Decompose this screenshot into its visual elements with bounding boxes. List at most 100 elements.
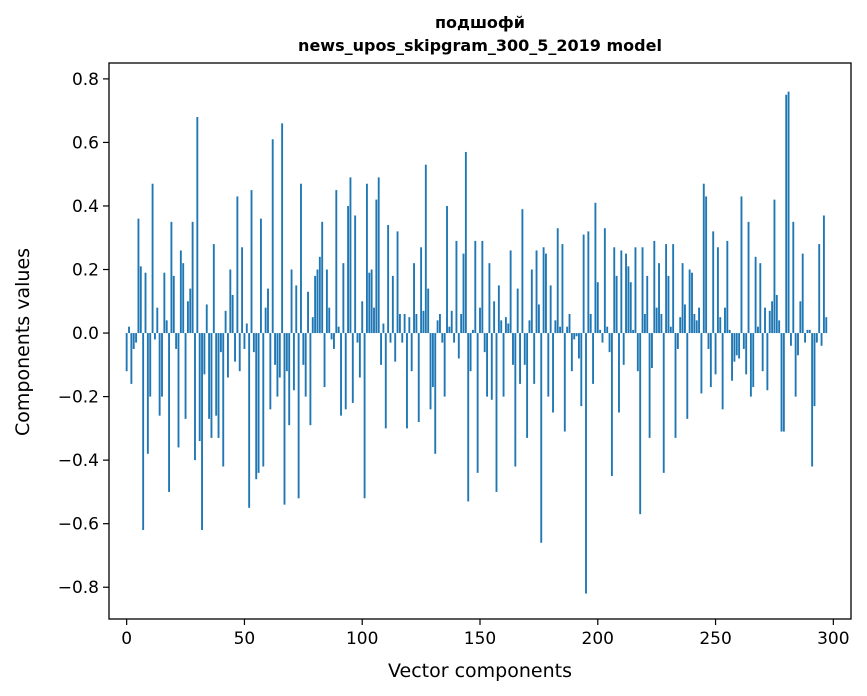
bar xyxy=(177,333,180,448)
bar xyxy=(175,333,178,349)
bar xyxy=(625,253,627,334)
bar xyxy=(391,275,394,334)
bar xyxy=(142,333,145,531)
bar xyxy=(771,301,774,334)
bar xyxy=(773,199,776,334)
bar xyxy=(401,333,404,343)
bar xyxy=(709,333,712,388)
bar xyxy=(295,285,298,334)
bar xyxy=(566,326,569,334)
bar xyxy=(639,333,642,515)
bar xyxy=(189,288,192,334)
x-tick-label: 50 xyxy=(234,629,256,649)
bar xyxy=(375,199,378,334)
bar xyxy=(547,333,550,397)
bar xyxy=(528,320,531,334)
bar xyxy=(714,333,717,375)
bar xyxy=(231,294,234,334)
bar xyxy=(252,333,255,353)
bar xyxy=(615,275,618,334)
bar xyxy=(283,333,286,505)
x-tick-label: 100 xyxy=(346,629,378,649)
bar xyxy=(250,190,253,334)
bar xyxy=(276,333,279,397)
bar xyxy=(789,333,792,346)
bar xyxy=(577,333,580,359)
bar xyxy=(512,333,514,365)
bar xyxy=(163,272,166,334)
bar xyxy=(754,256,757,334)
bar xyxy=(361,301,364,334)
bar xyxy=(248,333,251,508)
bar xyxy=(382,323,385,334)
bar xyxy=(229,269,232,334)
bar xyxy=(636,333,639,372)
bar xyxy=(333,333,335,349)
bar xyxy=(460,313,463,334)
bar xyxy=(330,333,333,340)
bar xyxy=(354,215,357,334)
bar xyxy=(453,333,456,343)
bar xyxy=(292,333,295,391)
bar xyxy=(502,333,505,397)
bar xyxy=(700,333,703,394)
bar xyxy=(479,307,481,334)
bar xyxy=(674,333,677,438)
bar xyxy=(137,218,140,334)
bar xyxy=(582,234,585,334)
x-axis-label: Vector components xyxy=(388,660,572,682)
bar xyxy=(170,221,173,334)
x-tick-label: 300 xyxy=(817,629,849,649)
bar xyxy=(495,333,498,492)
bar xyxy=(431,333,434,388)
bar xyxy=(356,333,359,343)
bar xyxy=(575,333,578,337)
bar xyxy=(658,263,660,334)
bar xyxy=(775,294,778,334)
bar xyxy=(606,326,609,334)
bar xyxy=(342,263,345,334)
bar xyxy=(351,333,354,403)
bar xyxy=(448,326,451,334)
bar xyxy=(191,221,194,334)
bar xyxy=(596,282,599,334)
y-tick-label: 0.0 xyxy=(72,324,99,344)
bar xyxy=(585,333,587,594)
bar xyxy=(594,202,597,334)
bar xyxy=(125,333,128,372)
bar xyxy=(457,333,460,359)
bar xyxy=(481,240,484,334)
bar xyxy=(144,272,147,334)
bar xyxy=(429,333,432,410)
bar xyxy=(387,225,390,334)
bar xyxy=(497,285,500,334)
bar xyxy=(794,333,797,397)
x-tick-label: 200 xyxy=(582,629,614,649)
bar xyxy=(646,275,649,334)
bar xyxy=(186,301,189,334)
bar xyxy=(618,333,620,413)
bar xyxy=(488,263,491,334)
x-tick-label: 250 xyxy=(699,629,731,649)
bar xyxy=(285,333,288,372)
bar xyxy=(278,333,281,378)
bar xyxy=(815,333,818,343)
bar xyxy=(764,307,766,334)
bar xyxy=(441,333,444,343)
bar xyxy=(443,333,446,397)
bar xyxy=(632,329,635,334)
bar xyxy=(676,333,679,349)
bar xyxy=(222,333,225,467)
bar xyxy=(168,333,170,492)
bar xyxy=(733,333,736,362)
bar xyxy=(380,333,382,365)
bar xyxy=(241,247,244,334)
bar xyxy=(634,247,637,334)
y-tick-label: −0.2 xyxy=(58,388,99,408)
bar xyxy=(629,282,632,334)
bar xyxy=(408,317,411,334)
bar xyxy=(212,244,215,334)
bar xyxy=(500,320,503,334)
bar xyxy=(504,317,507,334)
